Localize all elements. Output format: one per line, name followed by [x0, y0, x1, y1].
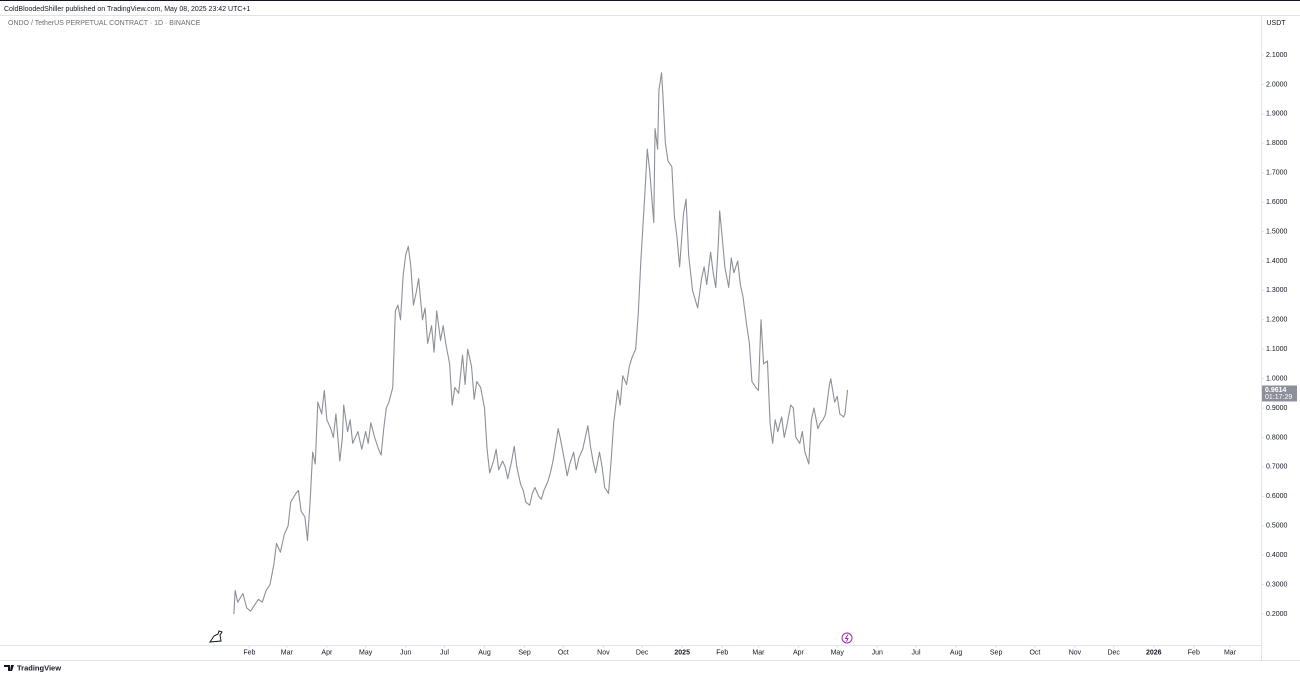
x-tick-label: Nov — [597, 649, 610, 656]
x-tick-label: Sep — [990, 649, 1003, 656]
x-tick-label: Jul — [440, 649, 449, 656]
x-tick-label: Feb — [716, 649, 728, 656]
y-tick-label: 1.0000 — [1266, 375, 1288, 382]
y-tick-label: 1.4000 — [1266, 258, 1288, 265]
x-tick-label: Dec — [1107, 649, 1120, 656]
x-tick-label: Aug — [950, 649, 963, 656]
event-icon — [841, 632, 853, 644]
x-tick-label: Jul — [912, 649, 921, 656]
y-tick-label: 1.1000 — [1266, 346, 1288, 353]
x-tick-label: 2026 — [1146, 649, 1162, 656]
y-tick-label: 0.6000 — [1266, 493, 1288, 500]
x-tick-label: Dec — [636, 649, 649, 656]
x-tick-label: Jun — [872, 649, 883, 656]
chart-title: ONDO / TetherUS PERPETUAL CONTRACT · 1D … — [8, 20, 201, 27]
published-by: ColdBloodedShiller published on TradingV… — [4, 6, 250, 13]
x-tick-label: Oct — [558, 649, 569, 656]
y-unit: USDT — [1266, 20, 1286, 27]
y-tick-label: 1.2000 — [1266, 317, 1288, 324]
y-tick-label: 0.4000 — [1266, 552, 1288, 559]
footer-brand: TradingView — [17, 663, 61, 672]
x-tick-label: Feb — [1188, 649, 1200, 656]
x-tick-label: May — [831, 649, 845, 656]
x-tick-label: Mar — [752, 649, 765, 656]
y-tick-label: 1.7000 — [1266, 170, 1288, 177]
y-tick-label: 1.8000 — [1266, 140, 1288, 147]
x-tick-label: Mar — [1224, 649, 1237, 656]
x-tick-label: Feb — [243, 649, 255, 656]
x-tick-label: May — [359, 649, 373, 656]
y-tick-label: 0.2000 — [1266, 611, 1288, 618]
y-tick-label: 2.0000 — [1266, 81, 1288, 88]
price-tag-label: 0.9614 — [1265, 387, 1287, 394]
y-tick-label: 0.8000 — [1266, 434, 1288, 441]
dino-icon — [209, 630, 223, 643]
y-tick-label: 1.6000 — [1266, 199, 1288, 206]
x-tick-label: Sep — [518, 649, 531, 656]
x-tick-label: Nov — [1069, 649, 1082, 656]
x-tick-label: Jun — [400, 649, 411, 656]
x-tick-label: Mar — [281, 649, 294, 656]
y-tick-label: 0.7000 — [1266, 464, 1288, 471]
price-line — [233, 72, 849, 615]
y-tick-label: 1.5000 — [1266, 228, 1288, 235]
y-tick-label: 0.3000 — [1266, 581, 1288, 588]
x-tick-label: Aug — [478, 649, 491, 656]
y-tick-label: 2.1000 — [1266, 52, 1288, 59]
y-tick-label: 1.3000 — [1266, 287, 1288, 294]
y-tick-label: 1.9000 — [1266, 111, 1288, 118]
footer-logo — [4, 665, 14, 671]
y-tick-label: 0.5000 — [1266, 523, 1288, 530]
x-tick-label: Apr — [793, 649, 805, 656]
x-tick-label: Apr — [321, 649, 333, 656]
y-tick-label: 0.9000 — [1266, 405, 1288, 412]
price-countdown: 01:17:29 — [1265, 394, 1292, 401]
x-tick-label: Oct — [1029, 649, 1040, 656]
price-tag — [1262, 385, 1297, 402]
x-tick-label: 2025 — [674, 649, 690, 656]
